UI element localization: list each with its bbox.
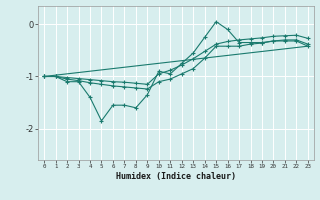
X-axis label: Humidex (Indice chaleur): Humidex (Indice chaleur) <box>116 172 236 181</box>
